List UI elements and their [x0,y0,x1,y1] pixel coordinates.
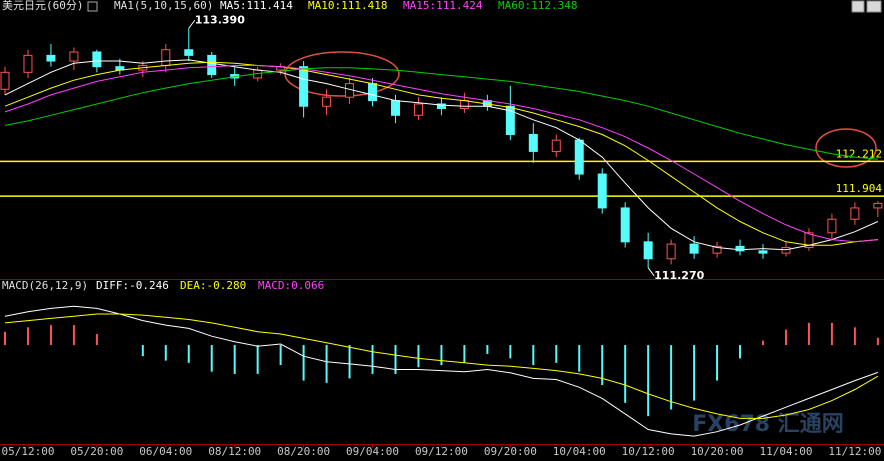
highlight-ellipse [815,128,877,168]
candle-body [390,100,400,116]
candle-body [666,243,676,260]
indicator-icon[interactable] [87,1,98,12]
annotation-label: 111.270 [654,269,704,282]
candle-body [689,243,699,254]
x-tick-label: 09/12:00 [415,445,468,458]
x-tick-label: 09/04:00 [346,445,399,458]
x-tick-label: 05/20:00 [70,445,123,458]
candle-body [69,51,79,62]
x-tick-label: 09/20:00 [484,445,537,458]
ma-line [4,61,878,246]
indicator-label: MA1(5,10,15,60) [114,0,213,12]
candle-body [459,100,469,109]
x-tick-label: 08/20:00 [277,445,330,458]
candle-body [436,103,446,109]
window-button[interactable] [866,0,882,13]
x-tick-label: 06/04:00 [139,445,192,458]
candle-body [620,207,630,243]
x-tick-label: 10/04:00 [553,445,606,458]
x-tick-label: 08/12:00 [208,445,261,458]
candle-body [46,54,56,62]
ma-line [4,65,878,243]
candle-body [758,250,768,254]
x-tick-label: 11/04:00 [759,445,812,458]
candle-body [551,139,561,152]
x-tick-label: 10/12:00 [622,445,675,458]
annotation-leader [188,19,196,29]
legend-entry: MA10:111.418 [308,0,387,12]
indicator-line [4,305,879,437]
window-button[interactable] [851,0,865,13]
annotation-label: 113.390 [195,13,245,26]
candle-body [505,105,515,135]
candle-body [299,66,309,107]
watermark: FX678 汇通网 [692,412,844,437]
candle-body [574,139,584,175]
candle-body [735,245,745,252]
legend-entry: MA5:111.414 [220,0,293,12]
candle-body [850,207,860,220]
candle-body [207,54,217,76]
candle-body [92,51,102,68]
ma-line [4,59,879,251]
candle-body [643,241,653,260]
price-line-label: 111.904 [836,182,883,195]
candle-body [781,246,791,254]
x-tick-label: 11/12:00 [828,445,881,458]
candle-body [322,96,332,107]
candle-body [413,103,423,116]
candle-body [368,83,378,102]
legend-entry: MA60:112.348 [498,0,577,12]
legend-entry: DEA:-0.280 [180,279,246,292]
candle-body [597,173,607,209]
price-line-label: 112.212 [836,147,882,160]
x-tick-label: 05/12:00 [1,445,54,458]
chart-title: 美元日元(60分) [2,0,84,12]
candle-body [23,54,33,73]
candle-body [873,202,883,209]
indicator-line [4,313,879,419]
candle-body [712,245,722,254]
candle-body [161,49,171,67]
legend-entry: MA15:111.424 [403,0,483,12]
legend-entry: MACD:0.066 [258,279,324,292]
annotation-leader [647,267,655,277]
candle-body [827,218,837,234]
legend-entry: DIFF:-0.246 [96,279,169,292]
candle-body [0,71,10,90]
ma-line [4,67,878,160]
candle-body [528,133,538,152]
candle-body [184,49,194,56]
panel-title: MACD(26,12,9) [2,279,88,292]
x-tick-label: 10/20:00 [691,445,744,458]
candle-body [804,232,814,248]
